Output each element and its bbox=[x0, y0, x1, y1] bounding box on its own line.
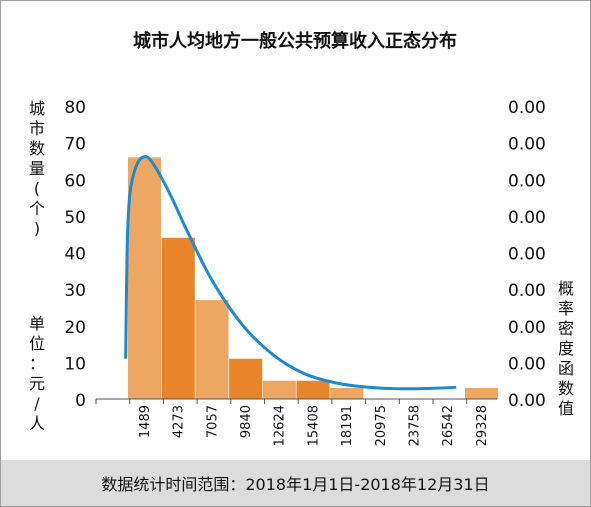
unit-label-char: 位 bbox=[29, 334, 45, 353]
histogram-bar bbox=[128, 157, 162, 399]
x-tick-label: 7057 bbox=[205, 405, 220, 438]
y-right-label-char: 值 bbox=[558, 399, 574, 418]
x-tick-label: 12624 bbox=[273, 405, 288, 446]
y-right-tick-label: 0.00 bbox=[508, 171, 546, 191]
histogram-bar bbox=[465, 388, 499, 399]
x-tick-label: 15408 bbox=[306, 405, 321, 446]
unit-label-char: ： bbox=[29, 354, 45, 373]
unit-label: 单位：元/人 bbox=[29, 314, 45, 433]
x-tick-label: 4273 bbox=[172, 405, 187, 438]
y-left-tick-label: 40 bbox=[64, 245, 86, 265]
unit-label-char: 人 bbox=[29, 414, 45, 433]
y-left-label-char: 量 bbox=[29, 159, 45, 178]
y-left-tick-label: 30 bbox=[64, 281, 86, 301]
density-curve bbox=[124, 154, 457, 391]
y-right-label-char: 密 bbox=[558, 319, 574, 338]
y-right-label-char: 数 bbox=[558, 379, 574, 398]
x-tick-label: 23758 bbox=[408, 405, 423, 446]
x-tick-label: 9840 bbox=[239, 405, 254, 438]
y-left-tick-label: 60 bbox=[64, 171, 86, 191]
y-right-label-char: 函 bbox=[558, 359, 574, 378]
y-right-tick-label: 0.00 bbox=[508, 391, 546, 411]
chart-area: 城市人均地方一般公共预算收入正态分布 1489 4273 7057 9840 12624… bbox=[29, 30, 574, 446]
y-left-label-char: 城 bbox=[29, 99, 45, 118]
y-right-tick-label: 0.00 bbox=[508, 98, 546, 118]
histogram-bar bbox=[161, 237, 195, 399]
y-left-label-char: 数 bbox=[29, 139, 45, 158]
y-right-tick-label: 0.00 bbox=[508, 135, 546, 155]
y-right-tick-label: 0.00 bbox=[508, 354, 546, 374]
y-right-ticks-group: 0.00 0.00 0.00 0.00 0.00 0.00 0.00 0.00 0.00 bbox=[508, 98, 546, 411]
y-right-tick-label: 0.00 bbox=[508, 318, 546, 338]
histogram-bar bbox=[330, 388, 364, 399]
y-left-label-char: 市 bbox=[29, 119, 45, 138]
x-tick-label: 18191 bbox=[340, 405, 355, 446]
y-right-tick-label: 0.00 bbox=[508, 245, 546, 265]
histogram-bar bbox=[229, 358, 263, 399]
y-right-tick-label: 0.00 bbox=[508, 281, 546, 301]
y-left-label-char: ) bbox=[34, 219, 40, 238]
bars-group bbox=[128, 157, 499, 399]
y-right-label-char: 率 bbox=[558, 299, 574, 318]
unit-label-char: 元 bbox=[29, 374, 45, 393]
x-ticks-group: 1489 4273 7057 9840 12624 15408 18191 20975 2375… bbox=[95, 399, 490, 446]
y-left-ticks-group: 0 10 20 30 40 50 60 70 80 bbox=[64, 98, 86, 411]
y-left-tick-label: 80 bbox=[64, 98, 86, 118]
footer-date-range: 数据统计时间范围：2018年1月1日-2018年12月31日 bbox=[1, 460, 590, 506]
y-left-tick-label: 20 bbox=[64, 318, 86, 338]
x-tick-label: 1489 bbox=[138, 405, 153, 438]
y-right-label-char: 概 bbox=[558, 279, 574, 298]
y-right-label-char: 度 bbox=[558, 339, 574, 358]
y-left-tick-label: 70 bbox=[64, 135, 86, 155]
histogram-bar bbox=[262, 380, 296, 399]
unit-label-char: / bbox=[34, 394, 40, 413]
y-left-tick-label: 10 bbox=[64, 354, 86, 374]
y-left-label-char: ( bbox=[34, 179, 40, 198]
y-left-label-char: 个 bbox=[29, 199, 45, 218]
chart-title: 城市人均地方一般公共预算收入正态分布 bbox=[133, 30, 457, 52]
x-tick-label: 26542 bbox=[441, 405, 456, 446]
y-left-tick-label: 0 bbox=[75, 391, 86, 411]
x-tick-label: 29328 bbox=[475, 405, 490, 446]
histogram-bar bbox=[195, 300, 229, 399]
unit-label-char: 单 bbox=[29, 314, 45, 333]
y-right-tick-label: 0.00 bbox=[508, 208, 546, 228]
histogram-bar bbox=[296, 380, 330, 399]
y-left-tick-label: 50 bbox=[64, 208, 86, 228]
x-tick-label: 20975 bbox=[374, 405, 389, 446]
